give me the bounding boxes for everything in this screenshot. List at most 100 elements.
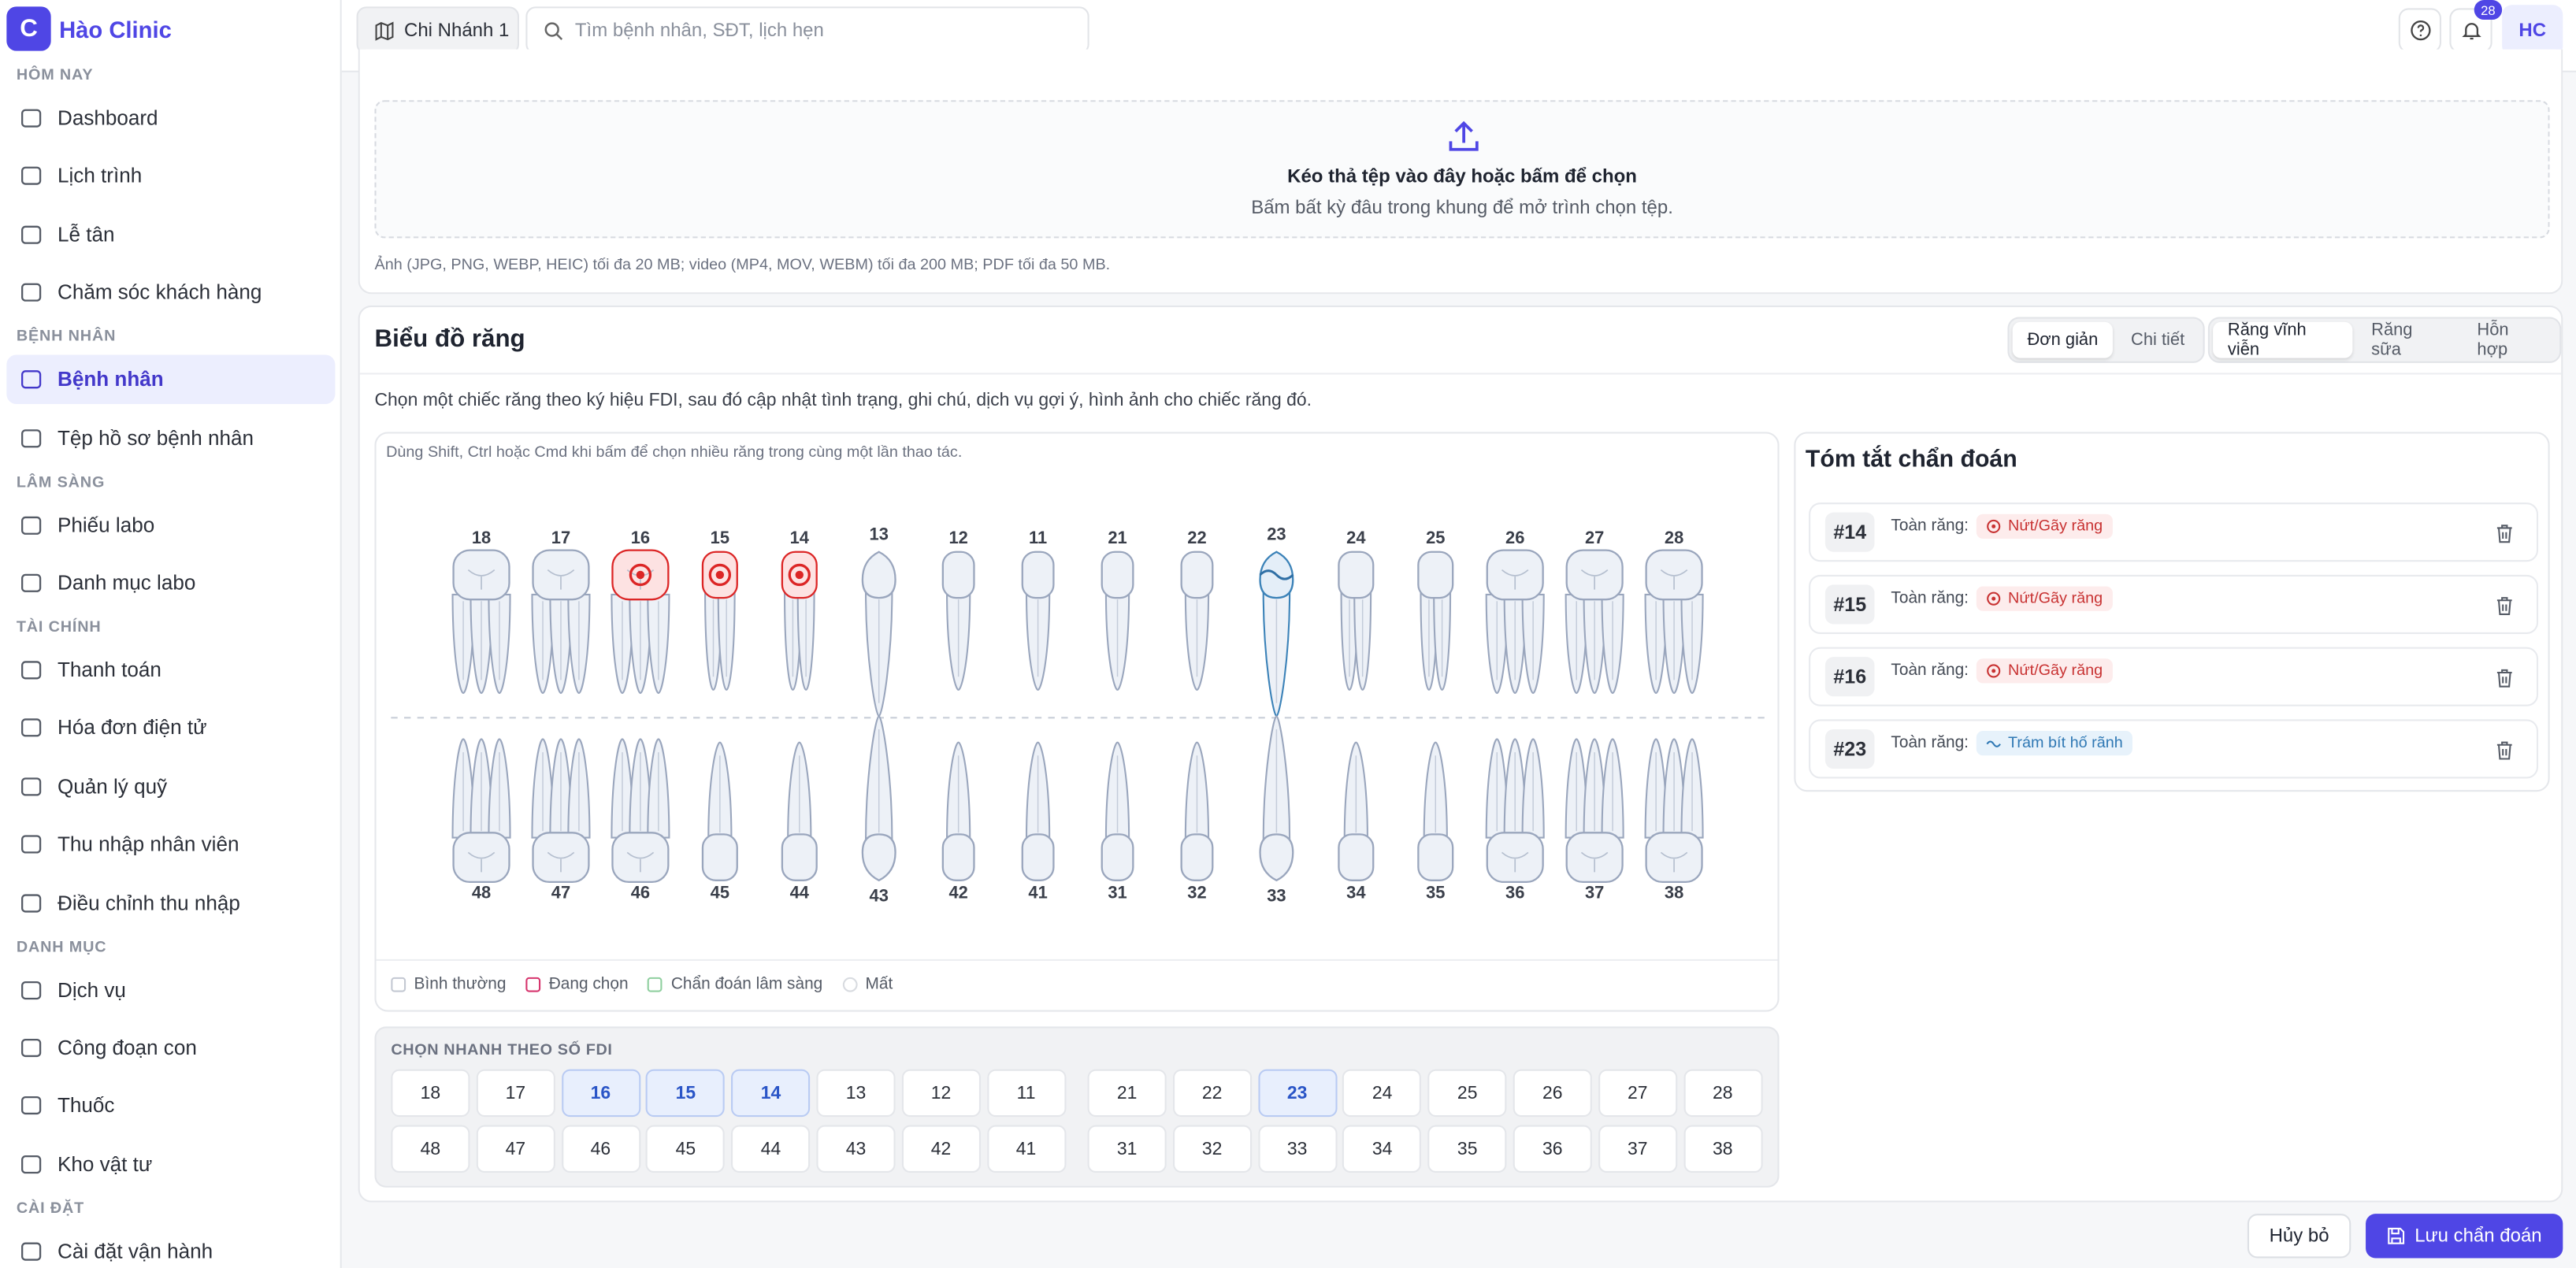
- quick-tooth-button[interactable]: 12: [901, 1069, 981, 1118]
- tooth[interactable]: 16: [611, 528, 670, 695]
- quick-tooth-button[interactable]: 34: [1342, 1125, 1422, 1173]
- quick-tooth-button[interactable]: 46: [561, 1125, 640, 1173]
- tooth[interactable]: 46: [611, 738, 670, 902]
- quick-tooth-button[interactable]: 44: [731, 1125, 811, 1173]
- cancel-button[interactable]: Hủy bỏ: [2247, 1214, 2351, 1259]
- nav-item[interactable]: Tệp hồ sơ bệnh nhân: [6, 413, 335, 463]
- tooth[interactable]: 21: [1101, 528, 1134, 691]
- quick-tooth-button[interactable]: 47: [476, 1125, 555, 1173]
- quick-tooth-button[interactable]: 21: [1087, 1069, 1167, 1118]
- quick-tooth-button[interactable]: 17: [476, 1069, 555, 1118]
- summary-item[interactable]: #16 Toàn răng: Nứt/Gãy răng: [1809, 647, 2539, 706]
- nav-item[interactable]: Hóa đơn điện tử: [6, 703, 335, 753]
- nav-item[interactable]: Cài đặt vận hành: [6, 1226, 335, 1268]
- tooth[interactable]: 38: [1644, 738, 1704, 902]
- tooth[interactable]: 34: [1338, 741, 1375, 903]
- quick-tooth-button[interactable]: 22: [1172, 1069, 1252, 1118]
- tooth[interactable]: 41: [1021, 741, 1055, 903]
- summary-item[interactable]: #14 Toàn răng: Nứt/Gãy răng: [1809, 502, 2539, 562]
- tooth[interactable]: 26: [1485, 528, 1545, 695]
- tooth[interactable]: 13: [861, 525, 896, 717]
- quick-tooth-button[interactable]: 43: [816, 1125, 896, 1173]
- quick-tooth-button[interactable]: 37: [1598, 1125, 1677, 1173]
- quick-tooth-button[interactable]: 24: [1342, 1069, 1422, 1118]
- tooth[interactable]: 31: [1101, 741, 1134, 903]
- quick-tooth-button[interactable]: 23: [1257, 1069, 1337, 1118]
- tab[interactable]: Đơn giản: [2012, 321, 2114, 358]
- nav-item[interactable]: Lịch trình: [6, 152, 335, 202]
- delete-icon[interactable]: [2496, 596, 2514, 616]
- tooth[interactable]: 48: [451, 738, 511, 902]
- nav-item[interactable]: Bệnh nhân: [6, 354, 336, 405]
- quick-tooth-button[interactable]: 36: [1513, 1125, 1592, 1173]
- tooth[interactable]: 43: [861, 715, 896, 905]
- tooth[interactable]: 35: [1417, 741, 1454, 903]
- delete-icon[interactable]: [2496, 524, 2514, 543]
- tooth[interactable]: 37: [1565, 738, 1624, 902]
- tooth[interactable]: 22: [1180, 528, 1214, 691]
- tooth[interactable]: 14: [781, 528, 818, 691]
- quick-tooth-button[interactable]: 33: [1257, 1125, 1337, 1173]
- brand-name[interactable]: Hào Clinic: [59, 16, 172, 43]
- tooth[interactable]: 45: [701, 741, 738, 903]
- tooth[interactable]: 44: [781, 741, 818, 903]
- delete-icon[interactable]: [2496, 669, 2514, 688]
- quick-tooth-button[interactable]: 16: [561, 1069, 640, 1118]
- nav-item[interactable]: Quản lý quỹ: [6, 762, 335, 811]
- tab[interactable]: Răng vĩnh viễn: [2213, 321, 2354, 360]
- tooth[interactable]: 25: [1417, 528, 1454, 691]
- quick-tooth-button[interactable]: 38: [1683, 1125, 1762, 1173]
- summary-item[interactable]: #15 Toàn răng: Nứt/Gãy răng: [1809, 574, 2539, 634]
- tooth[interactable]: 27: [1565, 528, 1624, 695]
- search-input[interactable]: Tìm bệnh nhân, SĐT, lịch hẹn: [525, 6, 1089, 54]
- quick-tooth-button[interactable]: 11: [986, 1069, 1066, 1118]
- quick-tooth-button[interactable]: 15: [646, 1069, 726, 1118]
- tooth[interactable]: 24: [1338, 528, 1375, 691]
- nav-item[interactable]: Điều chỉnh thu nhập: [6, 878, 335, 928]
- quick-tooth-button[interactable]: 45: [646, 1125, 726, 1173]
- delete-icon[interactable]: [2496, 741, 2514, 761]
- nav-item[interactable]: Thu nhập nhân viên: [6, 820, 335, 869]
- nav-item[interactable]: Danh mục labo: [6, 558, 335, 608]
- quick-tooth-button[interactable]: 18: [391, 1069, 470, 1118]
- quick-tooth-button[interactable]: 28: [1683, 1069, 1762, 1118]
- nav-item[interactable]: Dashboard: [6, 94, 335, 143]
- help-button[interactable]: [2398, 8, 2441, 53]
- dropzone[interactable]: Kéo thả tệp vào đây hoặc bấm để chọn Bấm…: [374, 100, 2550, 239]
- tooth[interactable]: 36: [1485, 738, 1545, 902]
- tooth[interactable]: 11: [1021, 528, 1055, 691]
- nav-item[interactable]: Thanh toán: [6, 646, 335, 695]
- summary-item[interactable]: #23 Toàn răng: Trám bít hố rãnh: [1809, 719, 2539, 779]
- tooth[interactable]: 17: [531, 528, 591, 695]
- avatar[interactable]: HC: [2502, 5, 2563, 56]
- nav-item[interactable]: Phiếu labo: [6, 500, 335, 550]
- tab[interactable]: Chi tiết: [2131, 330, 2185, 350]
- quick-tooth-button[interactable]: 42: [901, 1125, 981, 1173]
- quick-tooth-button[interactable]: 27: [1598, 1069, 1677, 1118]
- tooth[interactable]: 28: [1644, 528, 1704, 695]
- nav-item[interactable]: Thuốc: [6, 1081, 335, 1131]
- quick-tooth-button[interactable]: 13: [816, 1069, 896, 1118]
- brand-logo[interactable]: C: [6, 6, 51, 51]
- quick-tooth-button[interactable]: 26: [1513, 1069, 1592, 1118]
- tooth[interactable]: 23: [1259, 525, 1294, 717]
- quick-tooth-button[interactable]: 14: [731, 1069, 811, 1118]
- tooth[interactable]: 32: [1180, 741, 1214, 903]
- nav-item[interactable]: Kho vật tư: [6, 1140, 335, 1189]
- nav-item[interactable]: Chăm sóc khách hàng: [6, 268, 335, 317]
- tooth[interactable]: 47: [531, 738, 591, 902]
- branch-button[interactable]: Chi Nhánh 1: [356, 6, 520, 54]
- quick-tooth-button[interactable]: 41: [986, 1125, 1066, 1173]
- quick-tooth-button[interactable]: 35: [1427, 1125, 1507, 1173]
- save-button[interactable]: Lưu chẩn đoán: [2366, 1214, 2563, 1259]
- quick-tooth-button[interactable]: 25: [1427, 1069, 1507, 1118]
- tooth[interactable]: 33: [1259, 715, 1294, 905]
- nav-item[interactable]: Lễ tân: [6, 210, 335, 260]
- quick-tooth-button[interactable]: 48: [391, 1125, 470, 1173]
- tab[interactable]: Hỗn hợp: [2477, 320, 2509, 360]
- tab[interactable]: Răng sữa: [2371, 320, 2413, 360]
- quick-tooth-button[interactable]: 32: [1172, 1125, 1252, 1173]
- quick-tooth-button[interactable]: 31: [1087, 1125, 1167, 1173]
- nav-item[interactable]: Dịch vụ: [6, 965, 335, 1014]
- nav-item[interactable]: Công đoạn con: [6, 1023, 335, 1073]
